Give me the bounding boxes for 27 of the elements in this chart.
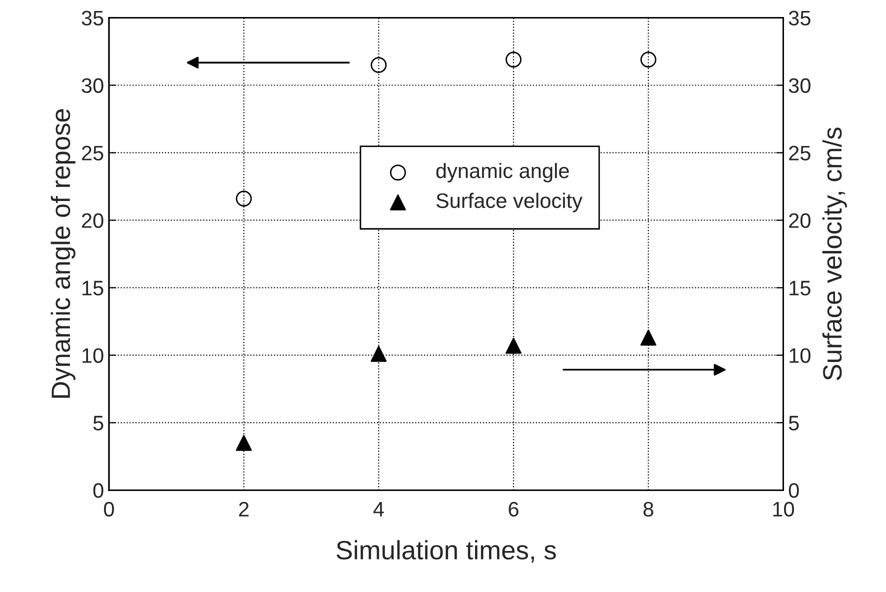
x-tick-label: 0 (104, 502, 114, 517)
y-tick-label: 5 (93, 416, 104, 430)
x-tick-label: 4 (373, 502, 384, 516)
x-axis-title: Simulation times, s (336, 540, 556, 563)
x-tick-label: 6 (508, 502, 518, 517)
y-tick-label: 0 (93, 483, 104, 498)
y2-axis-title: Surface velocity, cm/s (822, 128, 847, 380)
x-tick-label: 10 (773, 502, 794, 517)
y-axis-title: Dynamic angle of repose (50, 109, 76, 398)
y-tick-label: 15 (82, 280, 104, 296)
y2-tick-label: 0 (788, 483, 799, 498)
x-tick-label: 8 (643, 502, 654, 517)
x-tick-label: 2 (239, 502, 249, 516)
y-tick-label: 30 (82, 78, 104, 93)
y-tick-label: 20 (82, 213, 104, 228)
legend-label: dynamic angle (436, 162, 569, 182)
legend-label: Surface velocity (436, 192, 582, 212)
y-tick-label: 25 (82, 146, 104, 160)
y2-tick-label: 30 (788, 78, 810, 93)
y2-tick-label: 25 (789, 146, 810, 160)
y-tick-label: 10 (82, 348, 104, 363)
y-tick-label: 35 (82, 10, 104, 26)
y2-tick-label: 5 (788, 416, 799, 430)
y2-tick-label: 15 (790, 280, 810, 296)
y2-tick-label: 20 (789, 213, 810, 228)
y2-tick-label: 35 (788, 10, 810, 26)
y2-tick-label: 10 (790, 348, 810, 363)
